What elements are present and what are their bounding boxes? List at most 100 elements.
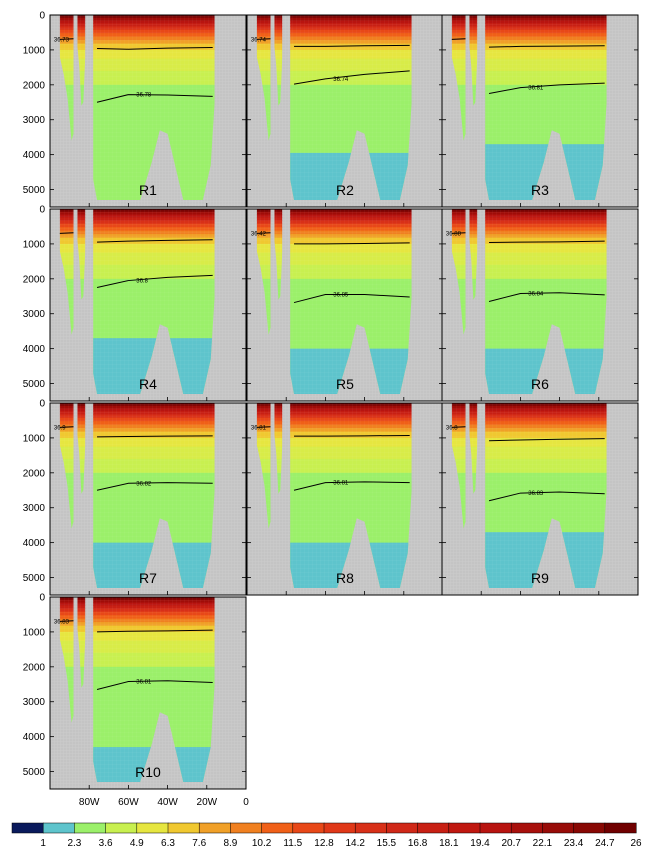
- deep-contour: [96, 680, 213, 690]
- y-tick-label: 4000: [23, 150, 46, 161]
- cell-grid: [77, 597, 86, 688]
- atlantic-section: [485, 209, 607, 395]
- colorbar-box: [542, 822, 575, 834]
- y-tick-label: 3000: [23, 115, 46, 126]
- panel-label: R1: [139, 182, 157, 198]
- colorbar-label: 12.8: [314, 838, 334, 849]
- cell-grid: [77, 403, 86, 494]
- colorbar-box: [198, 822, 231, 834]
- deep-contour-label: 36.81: [136, 679, 152, 685]
- colorbar-label: 18.1: [439, 838, 459, 849]
- y-tick-label: 5000: [23, 767, 46, 778]
- deep-contour: [293, 481, 410, 491]
- colorbar-box: [230, 822, 263, 834]
- upper-contour: [489, 438, 605, 442]
- cell-grid: [274, 209, 283, 300]
- panel-r4: 36.8 R4: [49, 208, 247, 402]
- channel-section: [77, 597, 86, 688]
- y-tick-label: 4000: [23, 732, 46, 743]
- deep-contour-label: 36.84: [528, 291, 544, 297]
- colorbar-box: [417, 822, 450, 834]
- strip-contour: [59, 232, 74, 234]
- upper-contour: [489, 240, 605, 244]
- colorbar-label: 14.2: [345, 838, 365, 849]
- upper-contour: [294, 434, 410, 437]
- x-tick-label: 20W: [197, 797, 218, 808]
- colorbar-box: [604, 822, 637, 834]
- colorbar-label: 19.4: [470, 838, 490, 849]
- cell-grid: [469, 209, 478, 300]
- strip-contour: [451, 426, 466, 428]
- colorbar-box: [510, 822, 543, 834]
- axes-layer: 0 1000 2000 3000 4000 5000 0 1000 2000 3000 4000 50…: [23, 11, 249, 809]
- colorbar-label: 6.3: [161, 838, 175, 849]
- panel-label: R9: [531, 570, 549, 586]
- panel-r10: 36.83 36.81 R10: [49, 596, 247, 790]
- deep-contour: [488, 491, 605, 502]
- deep-contour: [96, 94, 213, 103]
- panel-label: R3: [531, 182, 549, 198]
- y-tick-label: 1000: [23, 45, 46, 56]
- deep-contour-label: 36.85: [333, 293, 349, 299]
- upper-contour: [97, 629, 213, 633]
- deep-contour-label: 36.81: [333, 481, 349, 487]
- panel-frame: [49, 596, 247, 790]
- panel-label: R4: [139, 376, 157, 392]
- upper-contour-label: 36.9: [54, 425, 66, 431]
- colorbar-label: 1: [40, 838, 46, 849]
- colorbar-box: [42, 822, 75, 834]
- cell-grid: [274, 15, 283, 106]
- atlantic-section: [485, 403, 607, 589]
- colorbar-box: [167, 822, 200, 834]
- deep-contour: [96, 274, 213, 289]
- colorbar-label: 20.7: [501, 838, 521, 849]
- cell-grid: [469, 15, 478, 106]
- channel-section: [469, 15, 478, 106]
- colorbar-box: [479, 822, 512, 834]
- upper-contour: [294, 44, 410, 47]
- colorbar-box: [448, 822, 481, 834]
- panel-label: R10: [135, 764, 161, 780]
- upper-contour: [97, 239, 213, 243]
- panel-r9: 36.8 36.83 R9: [441, 402, 639, 596]
- panel-frame: [49, 402, 247, 596]
- deep-contour: [293, 294, 410, 304]
- panel-frame: [441, 402, 639, 596]
- strip-contour: [451, 38, 466, 40]
- channel-section: [469, 403, 478, 494]
- panels-layer: 36.7336.78R136.7436.74R236.81R336.8R436.…: [49, 14, 639, 790]
- panel-frame: [441, 208, 639, 402]
- y-tick-label: 5000: [23, 573, 46, 584]
- y-tick-label: 5000: [23, 185, 46, 196]
- colorbar-box: [136, 822, 169, 834]
- upper-contour-label: 36.73: [54, 37, 70, 43]
- deep-contour-label: 36.74: [333, 77, 349, 83]
- x-tick-label: 40W: [157, 797, 178, 808]
- colorbar-label: 22.1: [533, 838, 553, 849]
- upper-contour: [97, 46, 213, 50]
- deep-contour-label: 36.82: [136, 481, 152, 487]
- deep-contour-label: 36.83: [528, 491, 544, 497]
- channel-section: [77, 209, 86, 300]
- deep-contour: [488, 82, 605, 95]
- panel-frame: [441, 14, 639, 208]
- upper-contour: [97, 435, 213, 438]
- cell-grid: [274, 403, 283, 494]
- y-tick-label: 0: [39, 399, 45, 410]
- upper-contour: [294, 242, 410, 245]
- y-tick-label: 2000: [23, 468, 46, 479]
- panel-r8: 36.81 36.81 R8: [246, 402, 444, 596]
- upper-contour-label: 36.8: [446, 425, 458, 431]
- y-tick-label: 2000: [23, 662, 46, 673]
- colorbar-label: 26: [630, 838, 642, 849]
- colorbar-label: 15.5: [377, 838, 397, 849]
- y-tick-label: 3000: [23, 697, 46, 708]
- colorbar-label: 3.6: [99, 838, 113, 849]
- x-tick-label: 0: [243, 797, 249, 808]
- y-tick-label: 1000: [23, 627, 46, 638]
- strip-contour: [451, 232, 466, 234]
- deep-contour: [293, 70, 410, 85]
- colorbar-box: [386, 822, 419, 834]
- channel-section: [77, 15, 86, 106]
- strip-contour: [59, 620, 74, 622]
